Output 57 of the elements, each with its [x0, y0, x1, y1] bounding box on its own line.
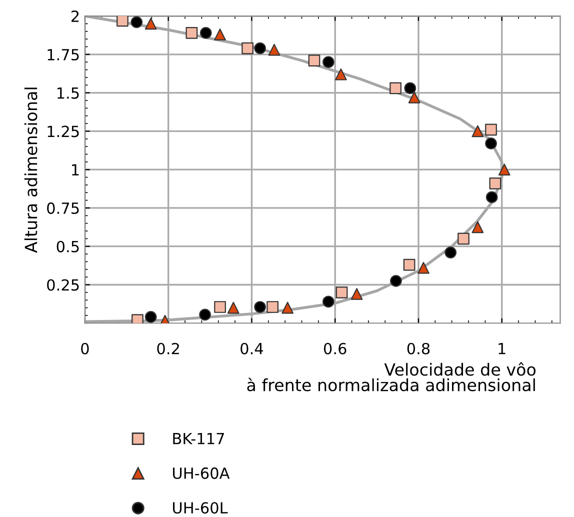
- legend-label: UH-60L: [173, 502, 228, 514]
- point: [418, 262, 430, 274]
- point: [308, 54, 320, 66]
- point: [199, 308, 211, 321]
- y-tick-label: 1.75: [48, 49, 79, 60]
- x-tick-label: 0.2: [157, 342, 179, 354]
- point: [116, 16, 128, 27]
- y-tick-label: 0.75: [47, 202, 79, 214]
- point: [322, 56, 334, 68]
- point: [485, 138, 497, 150]
- point: [132, 314, 144, 324]
- x-axis-title: Velocidade de vôo à frente normalizada adimensional: [247, 362, 536, 392]
- point: [144, 18, 157, 30]
- point: [335, 68, 347, 80]
- x-tick-label: 0.6: [324, 342, 346, 354]
- point: [408, 91, 420, 104]
- point: [282, 302, 294, 314]
- y-tick-label: 1: [72, 164, 79, 176]
- point: [485, 124, 497, 136]
- point: [242, 42, 254, 54]
- point: [214, 301, 226, 313]
- y-axis-title: Altura adimensional: [24, 88, 38, 253]
- point: [489, 177, 502, 190]
- point: [350, 288, 363, 300]
- y-tick-label: 1.5: [57, 87, 79, 99]
- point: [458, 232, 470, 245]
- point: [227, 302, 240, 314]
- point: [403, 258, 416, 271]
- legend-label: UH-60A: [173, 467, 230, 479]
- y-tick-label: 0.25: [47, 279, 79, 291]
- point: [200, 26, 212, 39]
- point: [254, 42, 266, 54]
- point: [336, 286, 348, 298]
- point: [444, 246, 457, 258]
- point: [214, 28, 226, 40]
- y-tick-label: 1.25: [48, 126, 79, 138]
- point: [266, 301, 278, 313]
- point: [486, 191, 498, 204]
- point: [404, 82, 416, 94]
- point: [472, 221, 484, 234]
- point: [268, 44, 280, 56]
- point: [390, 274, 402, 287]
- point: [144, 311, 157, 323]
- point: [186, 26, 198, 39]
- x-tick-label: 0.4: [240, 342, 264, 354]
- point: [498, 164, 510, 176]
- x-tick-label: 1: [498, 343, 506, 354]
- point: [254, 301, 266, 313]
- y-tick-label: 0.5: [56, 240, 79, 252]
- x-tick-label: 0: [81, 342, 89, 354]
- y-tick-label: 2: [71, 10, 79, 22]
- x-tick-label: 0.8: [407, 342, 430, 354]
- point: [390, 82, 402, 94]
- point: [130, 16, 143, 28]
- point: [322, 296, 334, 308]
- legend-label: BK-117: [173, 432, 224, 444]
- point: [472, 125, 484, 138]
